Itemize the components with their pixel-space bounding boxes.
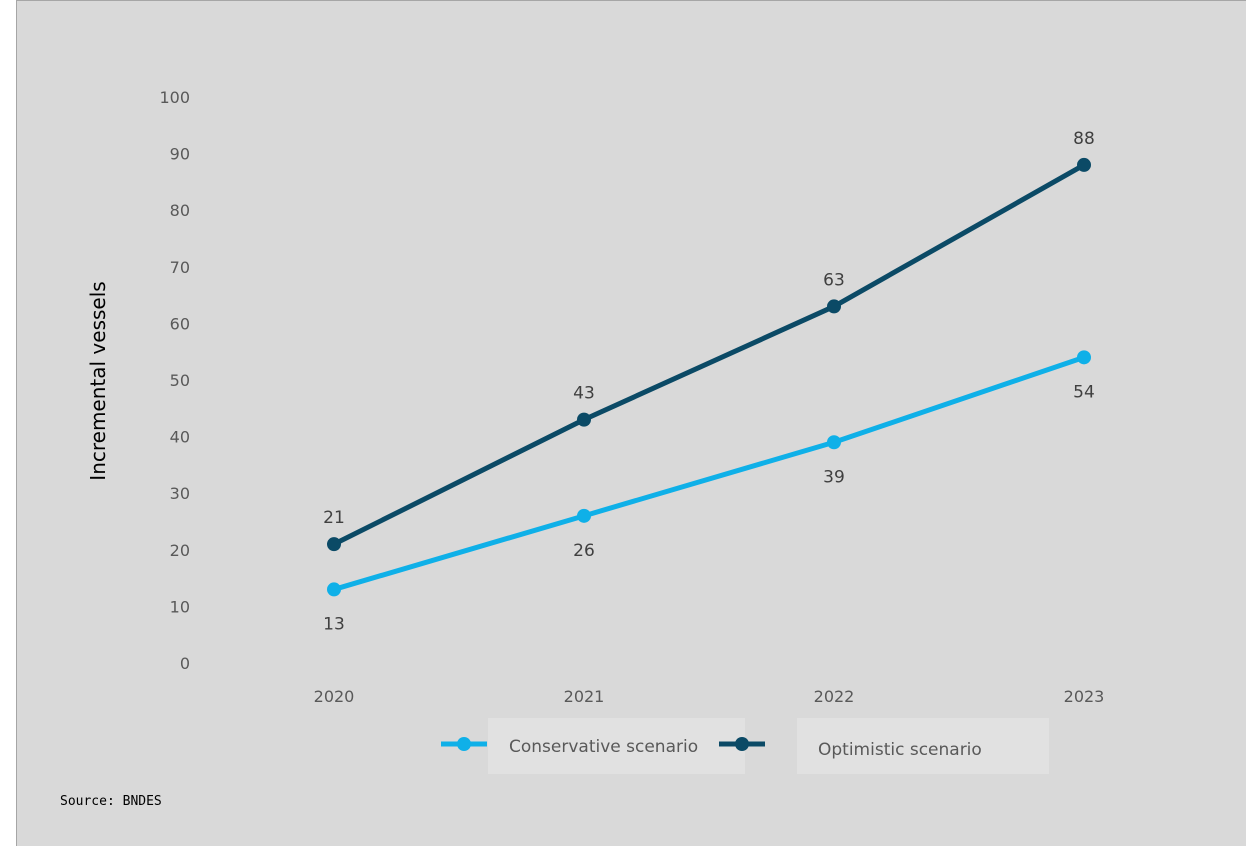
x-tick-label: 2023 [1064,687,1105,706]
data-label: 63 [823,270,845,290]
y-tick-label: 10 [170,597,190,616]
y-tick-label: 20 [170,541,190,560]
legend-marker [735,737,749,751]
y-tick-label: 50 [170,371,190,390]
data-label: 21 [323,508,345,528]
x-tick-label: 2020 [314,687,355,706]
data-point [827,299,841,314]
chart-panel [16,0,1246,846]
legend-box [488,718,745,774]
y-tick-label: 100 [159,88,190,107]
data-point [577,412,591,427]
y-tick-label: 60 [170,314,190,333]
y-axis-label: Incremental vessels [86,281,110,480]
data-point [577,508,591,523]
data-point [327,537,341,552]
y-tick-label: 0 [180,654,190,673]
y-tick-label: 80 [170,201,190,220]
series-lines [331,162,1087,592]
data-point [1077,350,1091,365]
series-points [327,157,1091,597]
data-label: 54 [1073,382,1095,402]
y-axis-ticks: 0 10 20 30 40 50 60 70 80 90 100 [159,88,190,673]
data-label: 43 [573,384,595,404]
y-tick-label: 30 [170,484,190,503]
series-line [331,162,1087,547]
legend: Conservative scenario Optimistic scenario [441,718,1049,774]
x-tick-label: 2021 [564,687,605,706]
y-tick-label: 90 [170,145,190,164]
data-point [1077,157,1091,172]
y-tick-label: 40 [170,428,190,447]
data-labels: 13 26 39 54 21 43 63 88 [323,129,1095,634]
legend-marker [457,737,471,751]
y-tick-label: 70 [170,258,190,277]
data-label: 13 [323,614,345,634]
data-label: 88 [1073,129,1095,149]
series-line [331,354,1087,592]
legend-label: Optimistic scenario [818,740,982,760]
data-point [327,582,341,597]
data-label: 39 [823,467,845,487]
legend-label: Conservative scenario [509,737,698,757]
source-note: Source: BNDES [60,794,162,809]
data-label: 26 [573,541,595,561]
legend-box [797,718,1049,774]
data-point [827,435,841,450]
x-tick-label: 2022 [814,687,855,706]
x-axis-ticks: 2020 2021 2022 2023 [314,687,1105,706]
